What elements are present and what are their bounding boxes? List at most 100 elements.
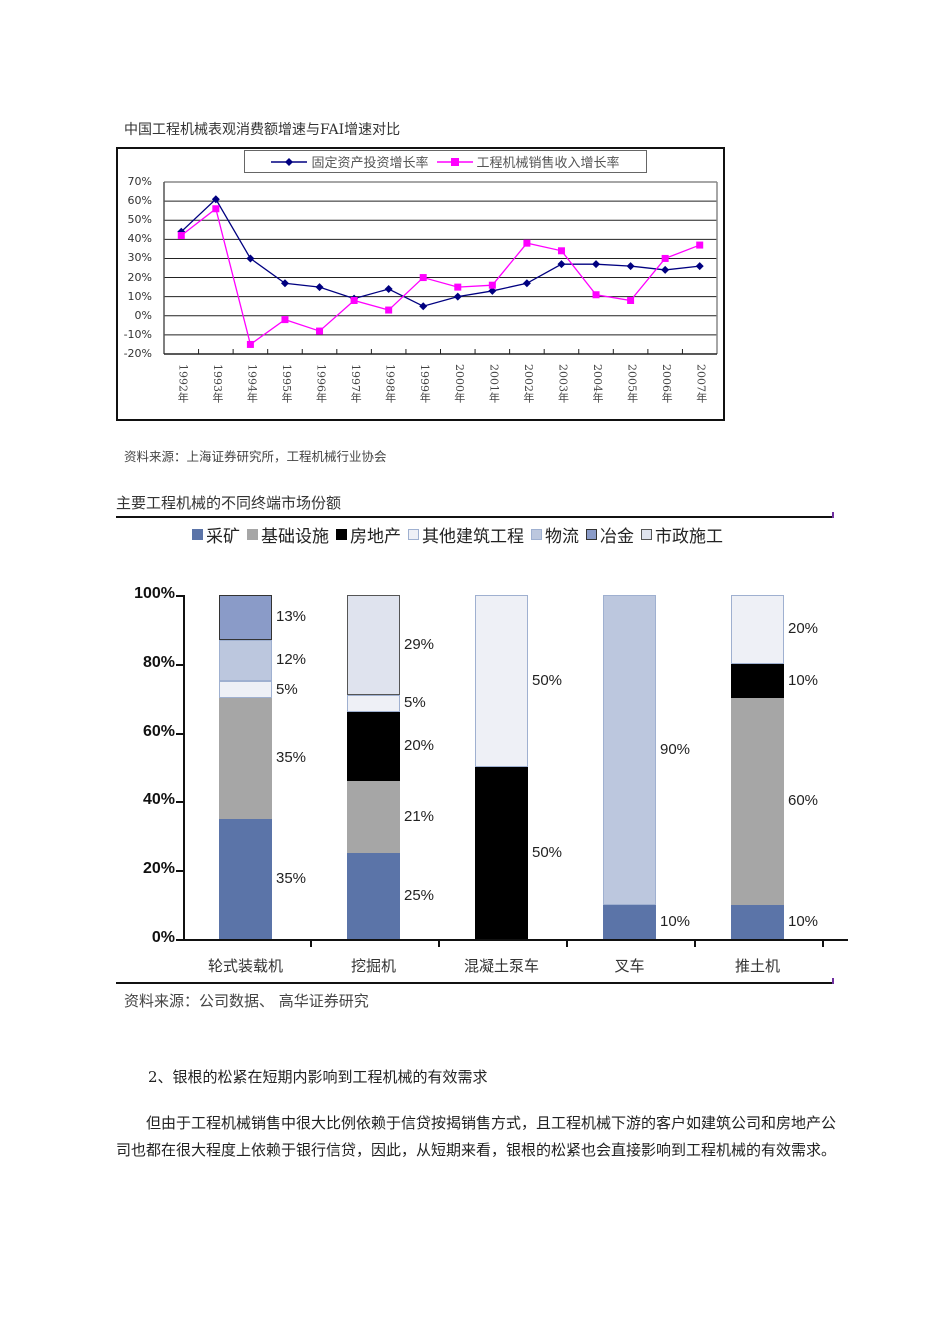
section-heading-text: 2、银根的松紧在短期内影响到工程机械的有效需求: [148, 1068, 488, 1086]
data-point: [557, 247, 565, 255]
data-point: [177, 232, 185, 240]
legend-label: 采矿: [206, 527, 240, 547]
bar-value-label: 50%: [532, 844, 563, 861]
data-point: [488, 286, 497, 295]
x-category-label: 叉车: [614, 957, 645, 975]
bar-value-label: 35%: [276, 869, 307, 887]
legend-swatch-icon: [408, 529, 419, 540]
bar-segment: [219, 639, 272, 681]
legend-item: 采矿: [192, 522, 240, 547]
bar-segment: [219, 681, 272, 699]
bar-value-label: 5%: [404, 694, 426, 712]
x-tick-label: 1998年: [383, 364, 397, 403]
bar-segment: [603, 904, 656, 939]
data-point: [350, 296, 358, 304]
line-chart-plot: [163, 181, 718, 355]
bar-segment: [347, 694, 400, 712]
bar-segment: [475, 767, 528, 939]
legend-label-machinery: 工程机械销售收入增长率: [476, 156, 620, 171]
x-tick-label: 1996年: [314, 364, 328, 403]
legend-label: 其他建筑工程: [422, 527, 524, 547]
data-point: [246, 254, 255, 263]
y-tick-label: 100%: [134, 585, 175, 602]
data-point: [523, 239, 531, 247]
rule-end-mark: [832, 512, 834, 518]
bar-value-label: 10%: [660, 912, 691, 930]
data-point: [315, 283, 324, 292]
bar-segment: [219, 698, 272, 819]
legend-swatch-icon: [192, 529, 203, 540]
x-category-label: 轮式装载机: [207, 957, 283, 975]
data-point: [557, 260, 566, 269]
x-tick-label: 2005年: [625, 364, 639, 403]
legend-item: 其他建筑工程: [408, 522, 524, 547]
figure2-source: 资料来源：公司数据、 高华证券研究: [124, 992, 369, 1010]
stacked-bar: [219, 595, 272, 939]
x-tick-label: 2006年: [660, 364, 674, 403]
x-tick-label: 1994年: [245, 364, 259, 403]
bar-segment: [731, 595, 784, 664]
legend-item: 市政施工: [641, 522, 723, 547]
x-tick-label: 1997年: [349, 364, 363, 403]
bar-segment: [347, 780, 400, 853]
bar-segment: [731, 698, 784, 905]
data-point: [281, 316, 289, 324]
legend-label: 市政施工: [655, 527, 723, 547]
top-rule: [116, 516, 834, 518]
data-point: [592, 291, 600, 299]
y-tick-label: 40%: [142, 791, 175, 809]
stacked-bar: [603, 595, 656, 939]
data-point: [522, 279, 531, 288]
square-line-marker-icon: [436, 157, 473, 166]
legend-label: 物流: [545, 527, 579, 547]
data-point: [626, 262, 635, 271]
y-tick-label: 30%: [127, 251, 152, 265]
legend-swatch-icon: [586, 529, 597, 540]
legend-item-fai: 固定资产投资增长率: [271, 152, 429, 171]
data-point: [661, 254, 669, 262]
bar-segment: [219, 595, 272, 640]
bar-value-label: 90%: [660, 740, 691, 758]
y-tick-label: 80%: [142, 653, 175, 671]
legend-label: 冶金: [600, 527, 634, 547]
y-tick-label: -10%: [123, 327, 152, 341]
y-tick-label: 40%: [127, 232, 152, 246]
bar-segment: [347, 711, 400, 781]
data-point: [661, 265, 670, 274]
x-tick-label: 1992年: [176, 364, 190, 403]
x-category-label: 混凝土泵车: [463, 957, 539, 975]
data-point: [316, 327, 324, 335]
data-point: [419, 302, 428, 311]
body-paragraph: 但由于工程机械销售中很大比例依赖于信贷按揭销售方式，且工程机械下游的客户如建筑公…: [116, 1114, 837, 1159]
bar-value-label: 5%: [276, 680, 298, 698]
legend-item: 基础设施: [247, 522, 329, 547]
x-category-label: 推土机: [734, 957, 780, 975]
figure2-caption: 主要工程机械的不同终端市场份额: [116, 494, 342, 512]
bar-value-label: 20%: [404, 737, 435, 755]
x-tick-label: 2000年: [452, 364, 466, 403]
data-point: [453, 292, 462, 301]
legend-item: 房地产: [336, 522, 401, 547]
rule-end-mark: [832, 978, 834, 984]
y-tick-label: 10%: [127, 289, 152, 303]
y-tick-label: 20%: [142, 860, 175, 878]
x-tick-label: 2004年: [591, 364, 605, 403]
y-axis-line: [183, 595, 185, 940]
y-tick-label: 50%: [127, 213, 152, 227]
bar-value-label: 21%: [404, 807, 435, 825]
y-tick-label: 0%: [151, 929, 175, 946]
bar-value-label: 20%: [788, 620, 819, 638]
x-tick-label: 1999年: [418, 364, 432, 403]
x-tick-label: 2003年: [556, 364, 570, 403]
bar-segment: [731, 904, 784, 939]
y-tick-label: 20%: [127, 270, 152, 284]
bar-chart-legend: 采矿 基础设施 房地产 其他建筑工程 物流 冶金 市政施工: [192, 522, 723, 547]
bar-value-label: 13%: [276, 608, 307, 626]
bar-segment: [347, 595, 400, 695]
data-point: [384, 285, 393, 294]
bar-value-label: 12%: [276, 651, 307, 669]
y-tick-label: -20%: [123, 347, 152, 360]
stacked-bar: [731, 595, 784, 939]
legend-item-machinery: 工程机械销售收入增长率: [436, 152, 620, 171]
series-line-1: [180, 207, 700, 346]
